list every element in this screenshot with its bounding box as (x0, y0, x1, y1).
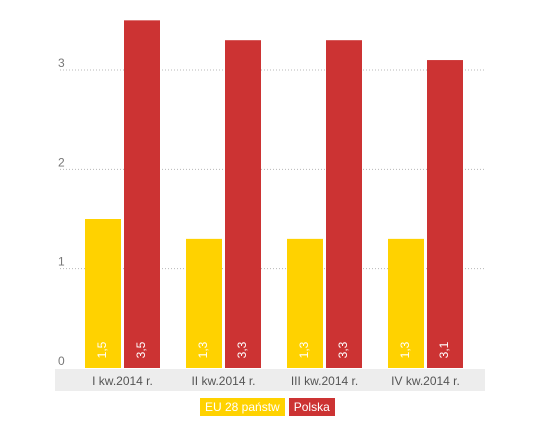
bar-eu-1 (85, 219, 121, 368)
bar-polska-4 (427, 60, 463, 369)
x-category-label: IV kw.2014 r. (391, 374, 460, 388)
legend-item-polska: Polska (288, 398, 335, 416)
data-label: 3,1 (437, 341, 451, 358)
y-tick-label: 2 (58, 155, 65, 169)
bars (85, 20, 463, 369)
data-labels: 1,5 3,5 1,3 3,3 1,3 3,3 1,3 3,1 (95, 341, 451, 358)
data-label: 1,3 (196, 341, 210, 358)
grid-lines (60, 69, 484, 270)
bar-eu-4 (388, 238, 424, 368)
x-axis-categories: I kw.2014 r. II kw.2014 r. III kw.2014 r. I… (92, 374, 460, 388)
data-label: 3,3 (336, 341, 350, 358)
y-tick-label: 1 (58, 255, 65, 269)
legend: EU 28 państw Polska (200, 398, 335, 416)
data-label: 1,5 (95, 341, 109, 358)
data-label: 3,5 (134, 341, 148, 358)
y-tick-label: 3 (58, 56, 65, 70)
x-category-label: III kw.2014 r. (291, 374, 358, 388)
data-label: 1,3 (297, 341, 311, 358)
bar-polska-3 (326, 40, 362, 368)
bar-eu-3 (287, 238, 323, 368)
bar-polska-2 (225, 40, 261, 368)
data-label: 3,3 (235, 341, 249, 358)
category-axis-band (55, 369, 485, 391)
y-axis-ticks: 0 1 2 3 (58, 56, 65, 368)
bar-eu-2 (186, 238, 222, 368)
y-tick-label: 0 (58, 354, 65, 368)
x-category-label: I kw.2014 r. (92, 374, 153, 388)
bar-polska-1 (124, 20, 160, 368)
data-label: 1,3 (398, 341, 412, 358)
legend-item-eu: EU 28 państw (200, 398, 285, 416)
x-category-label: II kw.2014 r. (191, 374, 255, 388)
